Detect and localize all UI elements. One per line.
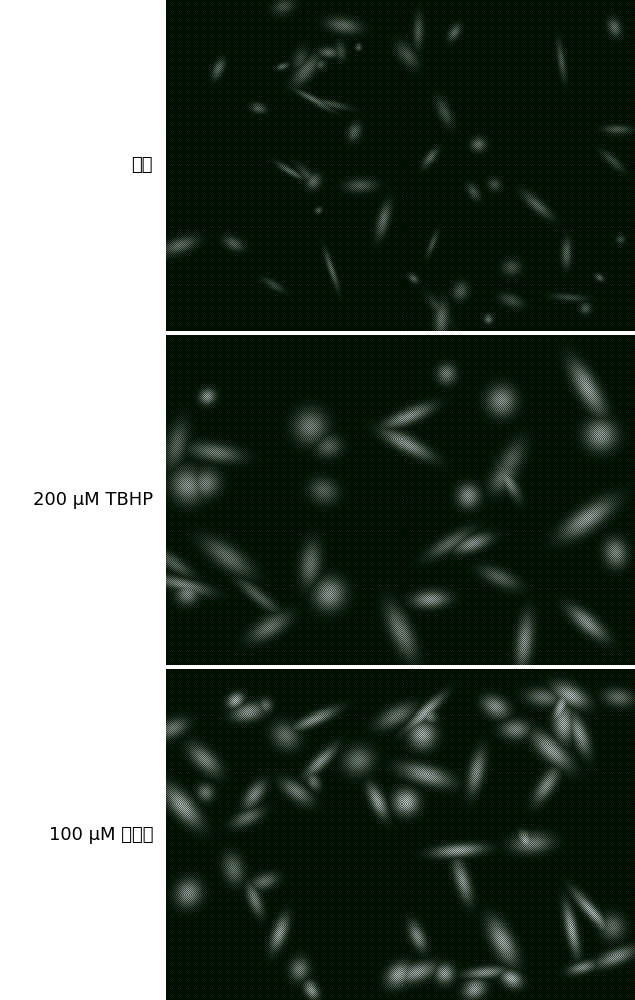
- Text: 100 μM 甲萌醜: 100 μM 甲萌醜: [48, 826, 153, 844]
- Text: 对照: 对照: [131, 156, 153, 174]
- Text: 200 μM TBHP: 200 μM TBHP: [33, 491, 153, 509]
